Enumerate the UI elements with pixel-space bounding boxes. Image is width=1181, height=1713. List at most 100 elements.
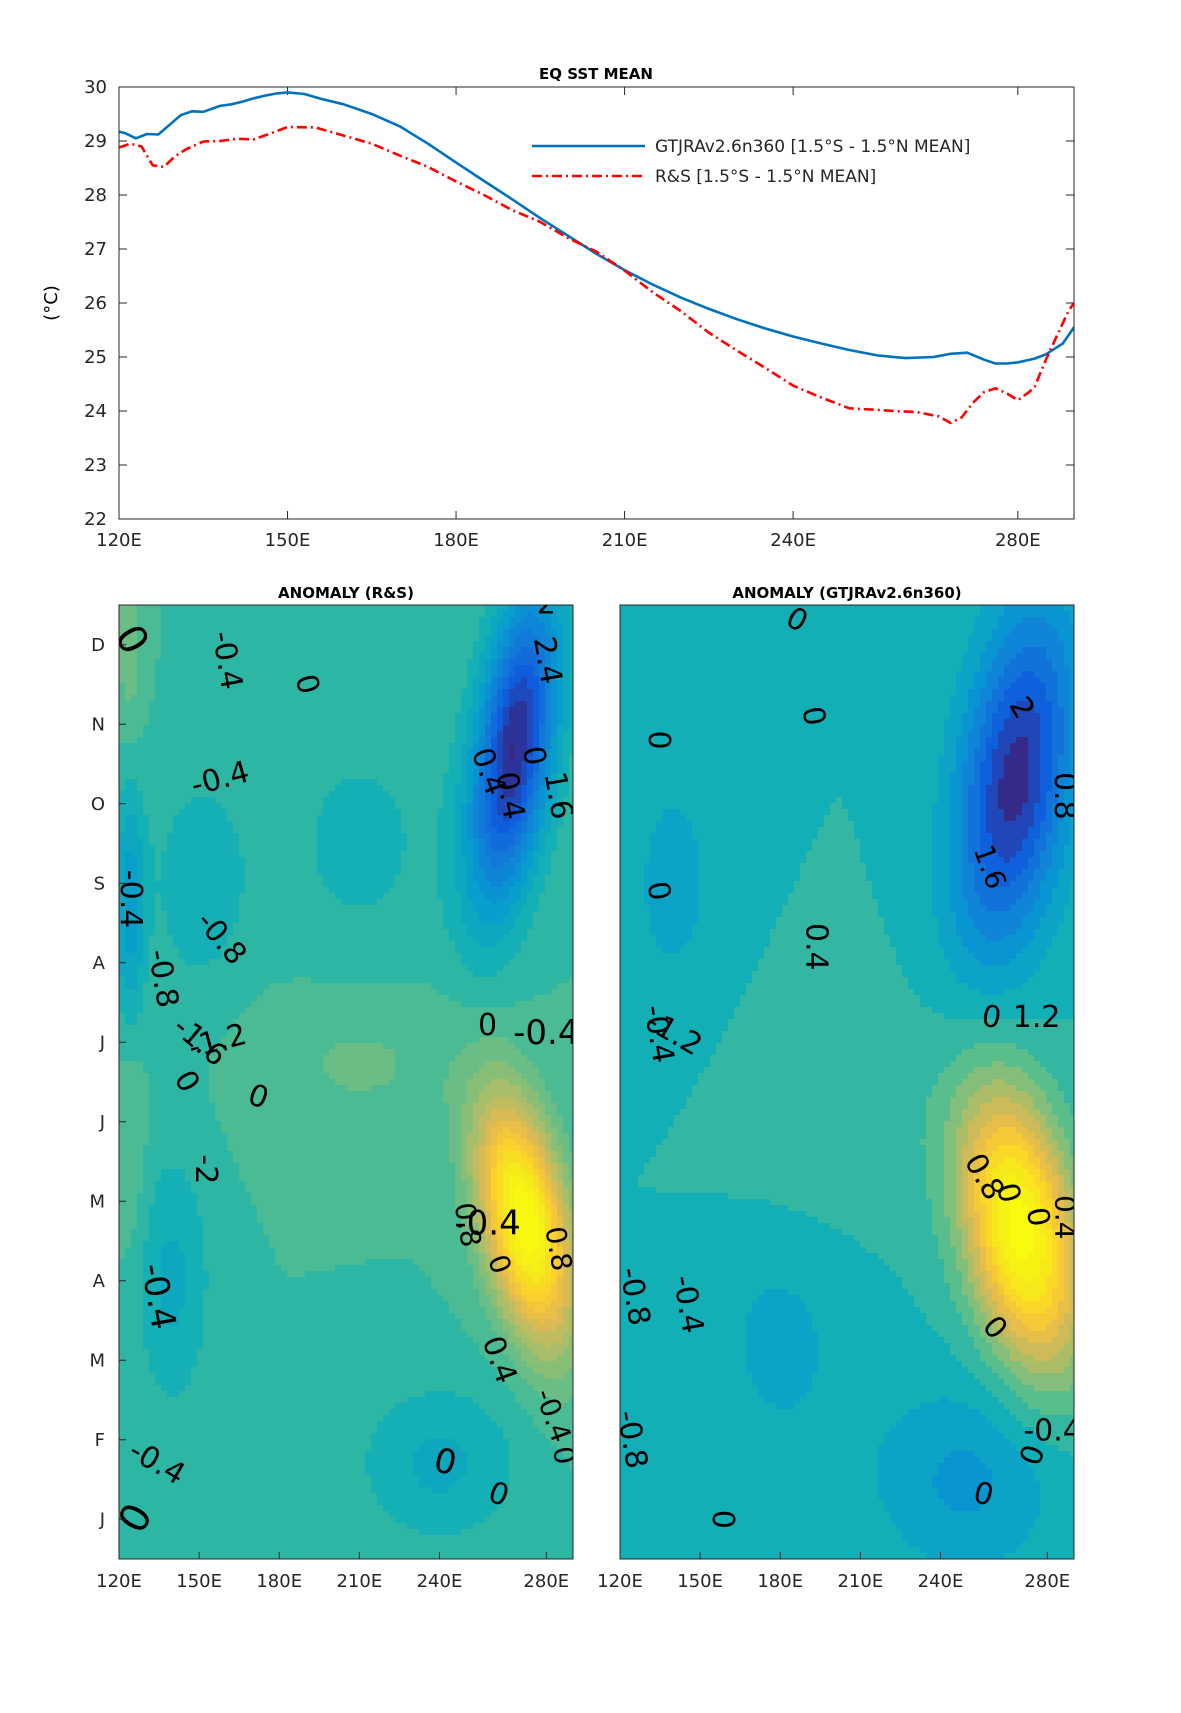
heatmap-cell bbox=[557, 641, 564, 648]
heatmap-cell bbox=[401, 803, 408, 810]
heatmap-cell bbox=[551, 761, 558, 768]
heatmap-cell bbox=[317, 605, 324, 612]
heatmap-cell bbox=[569, 623, 573, 630]
heatmap-cell bbox=[359, 731, 366, 738]
heatmap-cell bbox=[557, 971, 564, 978]
heatmap-cell bbox=[395, 845, 402, 852]
heatmap-cell bbox=[239, 617, 246, 624]
heatmap-cell bbox=[425, 659, 432, 666]
heatmap-cell bbox=[317, 917, 324, 924]
heatmap-cell bbox=[203, 965, 210, 972]
heatmap-cell bbox=[539, 635, 546, 642]
heatmap-cell bbox=[347, 689, 354, 696]
heatmap-cell bbox=[281, 917, 288, 924]
heatmap-cell bbox=[425, 965, 432, 972]
heatmap-cell bbox=[149, 815, 156, 822]
heatmap-cell bbox=[131, 773, 138, 780]
heatmap-cell bbox=[287, 953, 294, 960]
heatmap-cell bbox=[221, 881, 228, 888]
heatmap-cell bbox=[167, 953, 174, 960]
heatmap-cell bbox=[485, 743, 492, 750]
heatmap-cell bbox=[413, 833, 420, 840]
heatmap-cell bbox=[521, 983, 528, 990]
heatmap-cell bbox=[281, 701, 288, 708]
heatmap-cell bbox=[455, 839, 462, 846]
heatmap-cell bbox=[461, 791, 468, 798]
heatmap-cell bbox=[281, 977, 288, 984]
heatmap-cell bbox=[317, 623, 324, 630]
heatmap-cell bbox=[167, 683, 174, 690]
heatmap-cell bbox=[197, 641, 204, 648]
heatmap-cell bbox=[449, 713, 456, 720]
heatmap-cell bbox=[389, 851, 396, 858]
heatmap-cell bbox=[509, 713, 516, 720]
heatmap-cell bbox=[221, 773, 228, 780]
heatmap-cell bbox=[179, 965, 186, 972]
heatmap-cell bbox=[521, 605, 528, 612]
heatmap-cell bbox=[233, 959, 240, 966]
heatmap-cell bbox=[263, 821, 270, 828]
heatmap-cell bbox=[359, 707, 366, 714]
heatmap-cell bbox=[539, 917, 546, 924]
heatmap-cell bbox=[173, 647, 180, 654]
heatmap-cell bbox=[137, 737, 144, 744]
heatmap-cell bbox=[509, 653, 516, 660]
heatmap-cell bbox=[197, 605, 204, 612]
heatmap-cell bbox=[443, 977, 450, 984]
heatmap-cell bbox=[437, 737, 444, 744]
heatmap-cell bbox=[299, 779, 306, 786]
heatmap-cell bbox=[563, 983, 570, 990]
heatmap-cell bbox=[215, 845, 222, 852]
heatmap-cell bbox=[407, 653, 414, 660]
heatmap-cell bbox=[443, 605, 450, 612]
heatmap-cell bbox=[287, 635, 294, 642]
heatmap-cell bbox=[395, 881, 402, 888]
heatmap-cell bbox=[533, 953, 540, 960]
heatmap-cell bbox=[191, 653, 198, 660]
heatmap-cell bbox=[407, 881, 414, 888]
heatmap-cell bbox=[179, 791, 186, 798]
heatmap-cell bbox=[359, 863, 366, 870]
heatmap-cell bbox=[449, 803, 456, 810]
heatmap-cell bbox=[557, 695, 564, 702]
heatmap-cell bbox=[551, 863, 558, 870]
heatmap-cell bbox=[299, 629, 306, 636]
heatmap-cell bbox=[443, 815, 450, 822]
heatmap-cell bbox=[371, 905, 378, 912]
heatmap-cell bbox=[311, 893, 318, 900]
heatmap-cell bbox=[305, 917, 312, 924]
heatmap-cell bbox=[551, 647, 558, 654]
heatmap-cell bbox=[515, 887, 522, 894]
heatmap-cell bbox=[563, 809, 570, 816]
heatmap-cell bbox=[119, 605, 126, 612]
heatmap-cell bbox=[173, 785, 180, 792]
heatmap-cell bbox=[245, 911, 252, 918]
heatmap-cell bbox=[473, 653, 480, 660]
heatmap-cell bbox=[389, 845, 396, 852]
heatmap-cell bbox=[119, 815, 126, 822]
heatmap-cell bbox=[299, 911, 306, 918]
heatmap-cell bbox=[563, 863, 570, 870]
heatmap-cell bbox=[401, 863, 408, 870]
heatmap-cell bbox=[479, 989, 486, 996]
heatmap-cell bbox=[407, 923, 414, 930]
heatmap-cell bbox=[335, 671, 342, 678]
heatmap-cell bbox=[503, 731, 510, 738]
heatmap-cell bbox=[305, 713, 312, 720]
heatmap-cell bbox=[299, 851, 306, 858]
heatmap-cell bbox=[191, 785, 198, 792]
heatmap-cell bbox=[419, 671, 426, 678]
heatmap-cell bbox=[485, 623, 492, 630]
heatmap-cell bbox=[419, 977, 426, 984]
heatmap-cell bbox=[467, 683, 474, 690]
heatmap-cell bbox=[509, 677, 516, 684]
heatmap-cell bbox=[551, 671, 558, 678]
heatmap-cell bbox=[227, 845, 234, 852]
heatmap-cell bbox=[179, 731, 186, 738]
heatmap-cell bbox=[227, 971, 234, 978]
heatmap-cell bbox=[137, 809, 144, 816]
heatmap-cell bbox=[293, 989, 300, 996]
heatmap-cell bbox=[323, 743, 330, 750]
heatmap-cell bbox=[467, 869, 474, 876]
